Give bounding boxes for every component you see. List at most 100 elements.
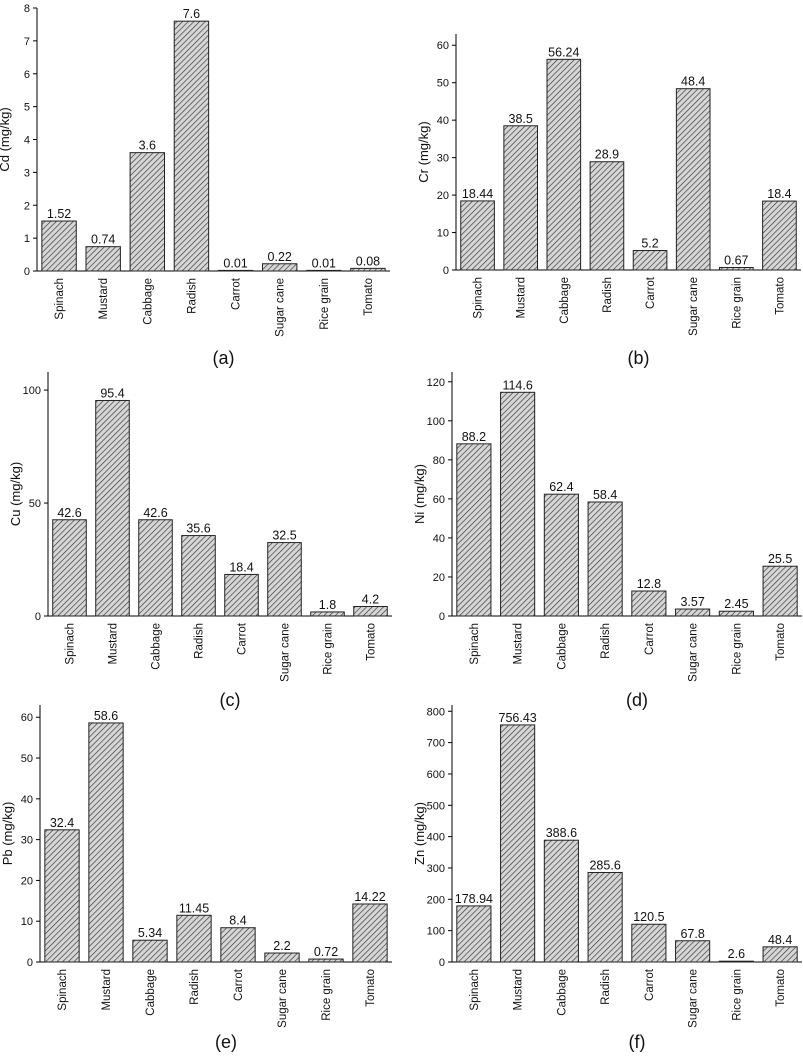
y-tick-label: 100	[427, 926, 445, 938]
x-tick-label: Carrot	[644, 968, 656, 1001]
data-label: 58.6	[94, 709, 118, 723]
bar-radish	[587, 871, 623, 963]
y-tick-label: 60	[433, 494, 445, 506]
data-label: 35.6	[186, 522, 210, 536]
data-label: 5.2	[641, 237, 658, 251]
y-tick-label: 8	[24, 3, 30, 15]
y-tick-label: 0	[439, 611, 445, 623]
x-tick-label: Tomato	[365, 969, 377, 1007]
bar-radish	[173, 20, 210, 272]
bar-tomato	[762, 946, 798, 963]
x-tick-label: Carrot	[231, 277, 243, 310]
y-tick-label: 80	[433, 455, 445, 467]
x-tick-label: Radish	[189, 969, 201, 1005]
x-tick-label: Sugar cane	[277, 969, 289, 1028]
x-tick-label: Mustard	[513, 969, 525, 1011]
bar-carrot	[631, 923, 667, 963]
panel-label: (f)	[629, 1032, 646, 1052]
data-label: 285.6	[589, 858, 620, 872]
data-label: 114.6	[502, 378, 532, 392]
chart-panel-5: 0 100 200 300 400 500 600 700 800 Zn (mg/kg) 178.9…	[412, 705, 802, 1052]
bar-sugar-cane	[675, 88, 711, 271]
bar-radish	[587, 501, 623, 617]
bar-radish	[589, 161, 625, 271]
x-tick-label: Cabbage	[556, 623, 568, 670]
data-label: 62.4	[549, 480, 573, 494]
y-tick-label: 40	[433, 533, 445, 545]
y-tick-label: 0	[35, 611, 41, 623]
x-tick-label: Tomato	[775, 623, 787, 661]
x-tick-label: Sugar cane	[688, 623, 700, 682]
x-tick-label: Mustard	[108, 623, 120, 665]
panel-label: (e)	[215, 1032, 237, 1052]
chart-panel-4: 0 10 20 30 40 50 60 Pb (mg/kg) 32.4 Spinach 58.6 Mu…	[0, 705, 392, 1052]
x-tick-label: Rice grain	[321, 969, 333, 1021]
bar-rice-grain	[718, 960, 754, 963]
panel-label: (b)	[628, 348, 650, 368]
y-tick-label: 30	[437, 153, 449, 165]
x-tick-label: Spinach	[65, 623, 77, 665]
data-label: 0.01	[223, 256, 247, 270]
bar-mustard	[85, 246, 121, 272]
x-tick-label: Carrot	[237, 622, 249, 655]
data-label: 1.52	[47, 207, 71, 221]
bar-radish	[176, 914, 212, 963]
bar-spinach	[52, 519, 87, 617]
y-tick-label: 600	[427, 769, 445, 781]
bar-spinach	[456, 443, 492, 617]
y-tick-label: 0	[443, 265, 449, 277]
x-tick-label: Carrot	[645, 276, 657, 309]
x-tick-label: Rice grain	[323, 623, 335, 675]
y-tick-label: 0	[24, 266, 30, 278]
y-tick-label: 6	[24, 69, 30, 81]
data-label: 2.45	[724, 597, 748, 611]
data-label: 48.4	[768, 933, 792, 947]
y-tick-label: 1	[24, 233, 30, 245]
y-tick-label: 60	[437, 40, 449, 52]
y-tick-label: 200	[427, 894, 445, 906]
y-tick-label: 120	[427, 377, 445, 389]
x-tick-label: Radish	[194, 623, 206, 659]
data-label: 0.74	[91, 233, 115, 247]
y-tick-label: 30	[21, 835, 33, 847]
data-label: 3.57	[680, 595, 704, 609]
y-tick-label: 50	[21, 753, 33, 765]
bar-sugar-cane	[267, 542, 302, 617]
y-tick-label: 4	[24, 135, 30, 147]
y-tick-label: 100	[23, 385, 41, 397]
y-tick-label: 40	[21, 794, 33, 806]
bar-tomato	[352, 903, 388, 963]
x-tick-label: Cabbage	[145, 969, 157, 1016]
bar-spinach	[460, 200, 495, 271]
bar-radish	[181, 535, 216, 617]
bar-sugar-cane	[675, 608, 711, 617]
y-tick-label: 10	[21, 916, 33, 928]
y-tick-label: 100	[427, 416, 445, 428]
y-tick-label: 60	[21, 712, 33, 724]
chart-panel-0: 0 1 2 3 4 5 6 7 8 Cd (mg/kg) 1.52 Spinach 0.74 Mustar…	[0, 3, 390, 368]
data-label: 8.4	[229, 914, 246, 928]
bar-cabbage	[129, 152, 166, 272]
data-label: 178.94	[455, 892, 493, 906]
x-tick-label: Sugar cane	[275, 278, 287, 337]
x-tick-label: Rice grain	[319, 278, 331, 330]
data-label: 58.4	[593, 488, 617, 502]
x-tick-label: Sugar cane	[688, 277, 700, 336]
x-tick-label: Mustard	[513, 623, 525, 665]
bar-sugar-cane	[675, 940, 711, 963]
bar-tomato	[353, 606, 388, 617]
bar-carrot	[220, 927, 256, 963]
x-tick-label: Spinach	[469, 969, 481, 1011]
y-axis-label: Zn (mg/kg)	[412, 802, 427, 865]
bar-cabbage	[543, 493, 579, 617]
bar-rice-grain	[718, 266, 754, 271]
bar-cabbage	[546, 58, 582, 271]
bar-mustard	[500, 724, 536, 963]
y-tick-label: 800	[427, 706, 445, 718]
x-tick-label: Tomato	[775, 969, 787, 1007]
data-label: 32.5	[272, 529, 296, 543]
data-label: 11.45	[179, 901, 209, 915]
x-tick-label: Cabbage	[556, 969, 568, 1016]
chart-panel-3: 0 20 40 60 80 100 120 Ni (mg/kg) 88.2 Spinach 114.…	[412, 372, 802, 710]
data-label: 38.5	[509, 112, 533, 126]
